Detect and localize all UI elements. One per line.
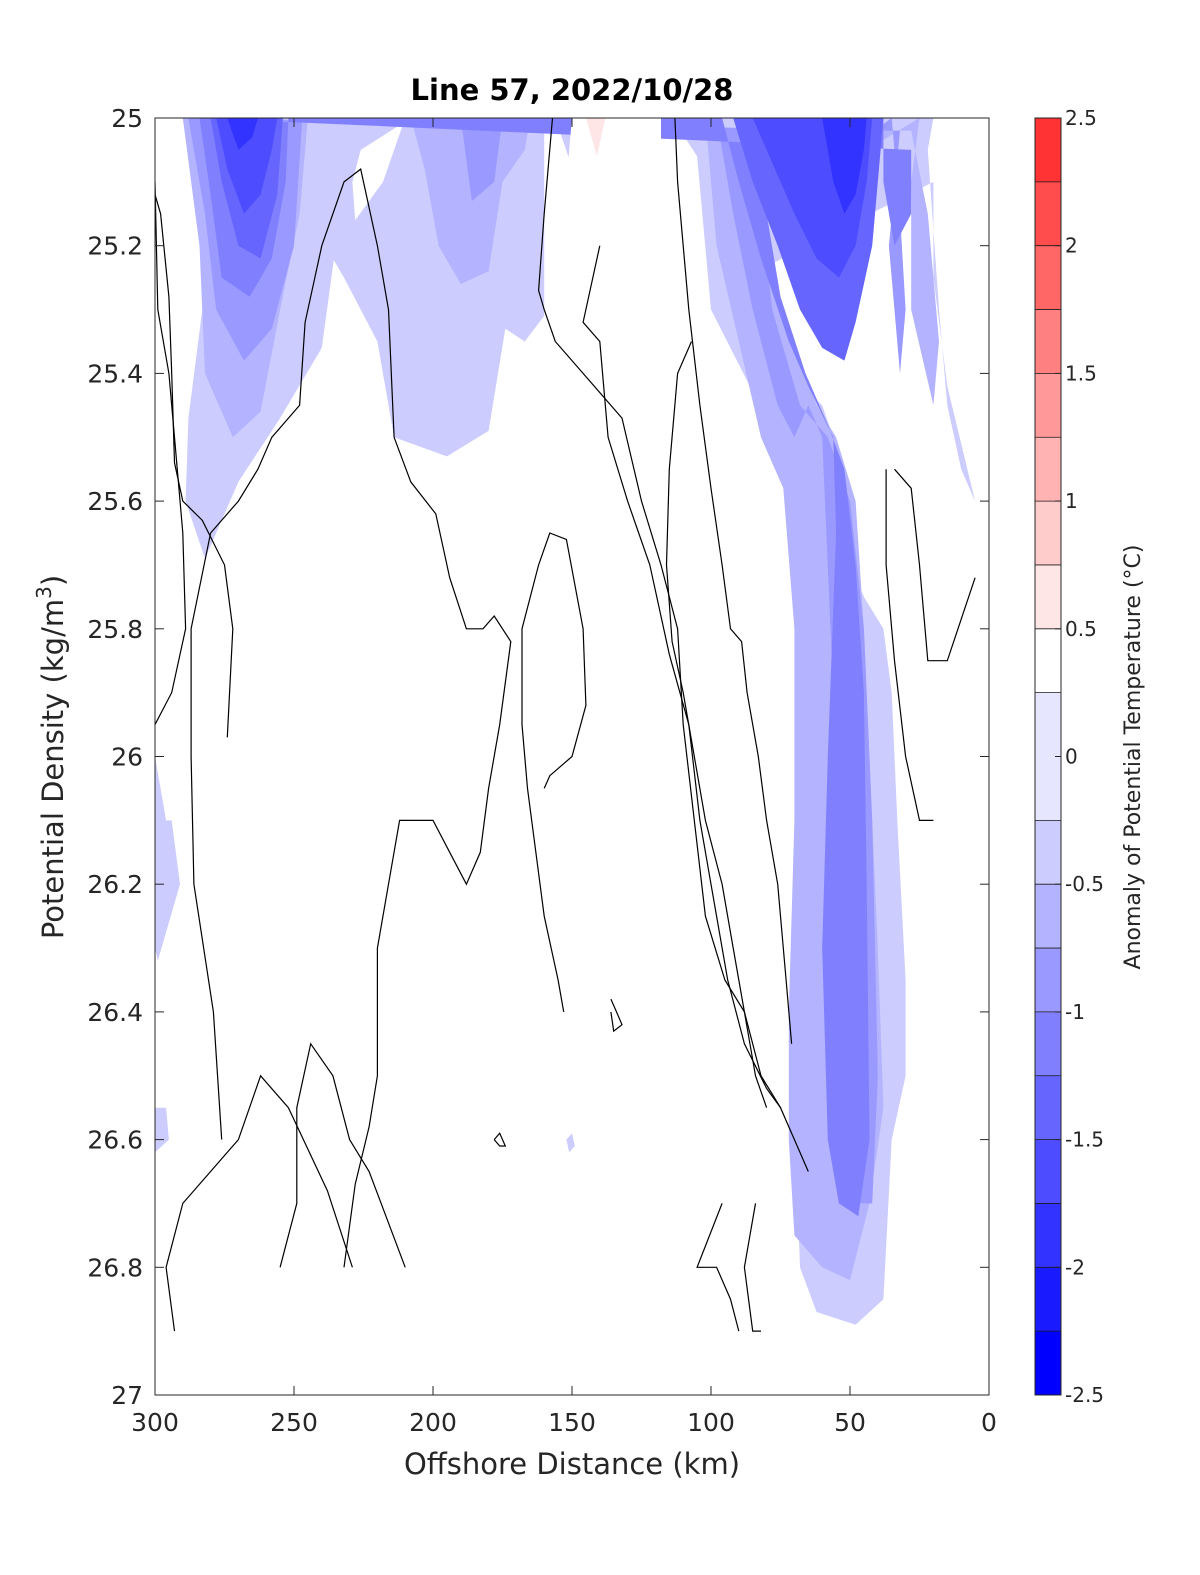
x-tick-label: 0 (981, 1408, 997, 1437)
colorbar-segment (1034, 628, 1062, 693)
zero-contour-line-11 (894, 468, 976, 662)
colorbar-tick-label: -2 (1065, 1255, 1085, 1279)
x-tick-label: 50 (834, 1408, 866, 1437)
colorbar-segment (1034, 1267, 1062, 1332)
colorbar-segment (1034, 1011, 1062, 1077)
colorbar-tick-label: 2.5 (1065, 106, 1097, 130)
zero-contour-line-6 (538, 532, 587, 789)
zero-contour-line-14 (743, 1203, 761, 1332)
y-tick-label: 26.8 (87, 1253, 143, 1282)
zero-contour-line-3 (165, 1074, 353, 1332)
colorbar-tick-label: -2.5 (1065, 1383, 1104, 1407)
colorbar-tick-label: 2 (1065, 234, 1078, 258)
zero-contour-line-15 (610, 998, 623, 1033)
colorbar-tick-label: 0 (1065, 745, 1078, 769)
y-tick-label: 27 (111, 1381, 143, 1410)
contour-region-10 (155, 373, 167, 680)
chart-title: Line 57, 2022/10/28 (411, 73, 734, 107)
y-axis-label: Potential Density (kg/m3) (32, 575, 70, 939)
contour-region-8 (155, 1107, 169, 1153)
plot-area: 300 250 200 150 100 50 0 2525.225.425.625.8262… (87, 104, 997, 1437)
colorbar-tick-label: -0.5 (1065, 872, 1104, 896)
zero-contour-line-10 (674, 118, 793, 1044)
colorbar-segment (1034, 500, 1062, 566)
contour-region-11 (238, 596, 392, 936)
colorbar-tick-label: 1.5 (1065, 361, 1097, 385)
x-axis-label: Offshore Distance (km) (404, 1447, 740, 1481)
colorbar-segment (1034, 309, 1062, 374)
y-tick-label: 25.2 (87, 232, 143, 261)
contour-region-9 (566, 1133, 575, 1153)
x-tick-label: 300 (131, 1408, 179, 1437)
colorbar-segment (1034, 245, 1062, 310)
colorbar-segment (1034, 373, 1062, 438)
y-tick-label: 25.8 (87, 615, 143, 644)
colorbar-segment (1034, 883, 1062, 949)
x-tick-label: 200 (409, 1408, 457, 1437)
contour-region-13 (346, 290, 356, 323)
colorbar-segment (1034, 117, 1062, 183)
y-tick-label: 25.4 (87, 359, 143, 388)
zero-contour-line-8 (582, 245, 781, 1109)
x-tick-label: 250 (270, 1408, 318, 1437)
colorbar-tick-label: -1.5 (1065, 1128, 1104, 1152)
x-tick-label: 100 (687, 1408, 735, 1437)
colorbar-segment (1034, 1330, 1062, 1396)
zero-contour-line-4 (279, 1042, 406, 1268)
y-tick-label: 25.6 (87, 487, 143, 516)
y-tick-label: 26 (111, 743, 143, 772)
zero-contour-line-13 (696, 1203, 740, 1332)
colorbar-segment (1034, 181, 1062, 246)
colorbar: -2.5 -2 -1.5 -1 -0.5 0 0.5 1 1.5 2 2.5 (1034, 106, 1104, 1407)
zero-contour-line-2 (190, 168, 512, 1268)
contour-region-12 (566, 118, 661, 310)
colorbar-segment (1034, 947, 1062, 1013)
y-axis-label-end: ) (36, 575, 70, 586)
y-axis: 25 25.2 25.4 25.6 25.8 26 26.2 26.4 26.6 26.8 27 (87, 104, 989, 1410)
zero-contour-line-9 (665, 341, 768, 1108)
y-axis-label-sup: 3 (32, 586, 56, 599)
colorbar-tick-label: 1 (1065, 489, 1078, 513)
zero-contour-line-0 (155, 181, 187, 725)
contour-region-3 (199, 118, 912, 1217)
x-axis: 300 250 200 150 100 50 0 (131, 118, 997, 1437)
colorbar-segment (1034, 1203, 1062, 1268)
contour-region-7 (155, 756, 180, 961)
contour-region-5 (216, 118, 873, 278)
colorbar-segment (1034, 437, 1062, 502)
zero-contour-line-12 (885, 469, 934, 822)
zero-contour-line-1 (155, 194, 234, 738)
colorbar-segment (1034, 1075, 1062, 1140)
zero-contour-line-5 (521, 564, 565, 1013)
colorbar-segment (1034, 564, 1062, 630)
filled-contours (155, 118, 976, 1325)
colorbar-segment (1034, 1139, 1062, 1204)
y-tick-label: 25 (111, 104, 143, 133)
colorbar-segment (1034, 820, 1062, 885)
y-tick-label: 26.6 (87, 1126, 143, 1155)
colorbar-tick-label: 0.5 (1065, 617, 1097, 641)
colorbar-label: Anomaly of Potential Temperature (°C) (1121, 545, 1146, 970)
contour-lines (155, 118, 976, 1332)
colorbar-tick-label: -1 (1065, 1000, 1085, 1024)
y-tick-label: 26.2 (87, 870, 143, 899)
x-tick-label: 150 (548, 1408, 596, 1437)
y-axis-label-main: Potential Density (kg/m (36, 599, 70, 939)
y-tick-label: 26.4 (87, 998, 143, 1027)
zero-contour-line-16 (493, 1132, 507, 1147)
contour-region-14 (585, 118, 606, 157)
